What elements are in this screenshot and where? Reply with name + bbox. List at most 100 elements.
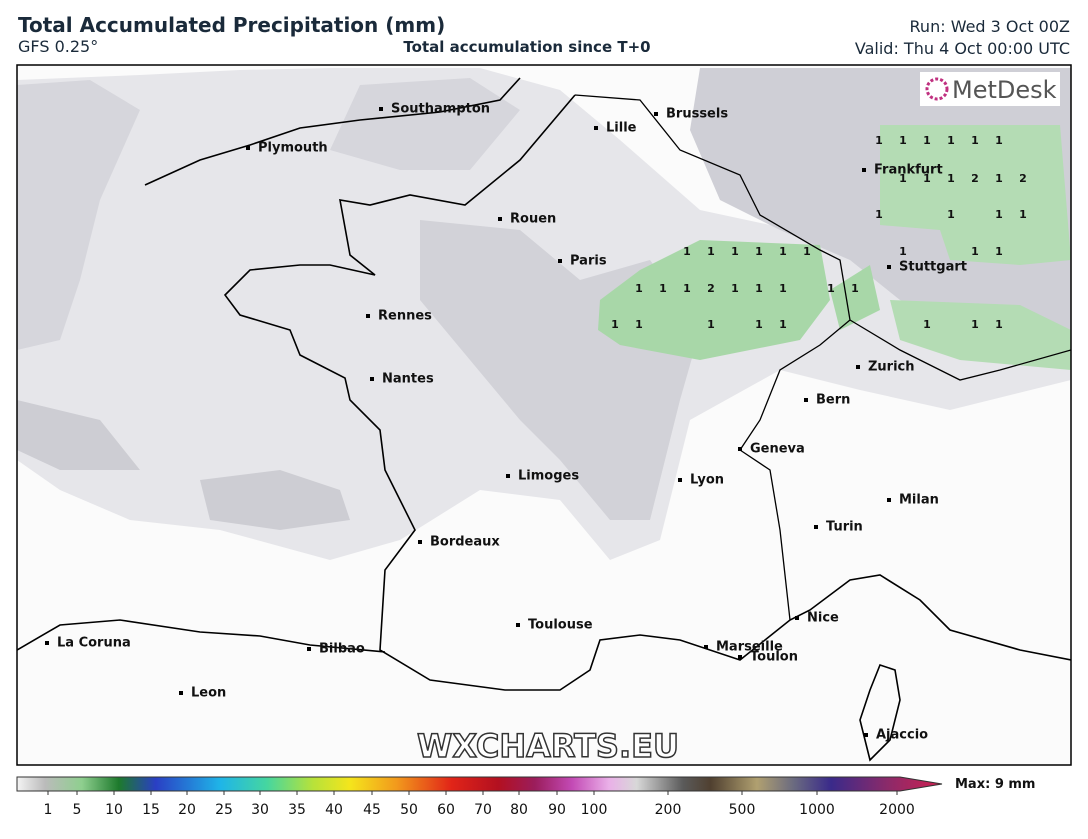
valid: Valid: Thu 4 Oct 00:00 UTC — [855, 39, 1070, 58]
colorbar-tick-label: 30 — [251, 802, 269, 818]
city-marker — [594, 126, 598, 130]
colorbar-tick-label: 40 — [325, 802, 343, 818]
colorbar-tick-label: 35 — [288, 802, 306, 818]
city-label: Turin — [826, 520, 863, 535]
city-marker — [179, 691, 183, 695]
city-label: Paris — [570, 254, 607, 269]
city-marker — [516, 623, 520, 627]
run: Run: Wed 3 Oct 00Z — [910, 17, 1071, 36]
colorbar-tick-label: 60 — [437, 802, 455, 818]
precip-value: 1 — [995, 208, 1003, 221]
map — [17, 65, 1071, 765]
precip-value: 1 — [995, 245, 1003, 258]
precip-value: 1 — [659, 282, 667, 295]
city-label: Geneva — [750, 442, 805, 457]
city-label: Nice — [807, 611, 839, 626]
city-marker — [795, 616, 799, 620]
city-label: Toulon — [750, 650, 798, 665]
city-label: Rouen — [510, 212, 556, 227]
logo-box — [920, 72, 1060, 106]
city-label: Toulouse — [528, 618, 593, 633]
city-label: Limoges — [518, 469, 579, 484]
precip-value: 1 — [899, 172, 907, 185]
city-marker — [418, 540, 422, 544]
colorbar-tick-label: 70 — [474, 802, 492, 818]
precip-value: 1 — [995, 134, 1003, 147]
precip-value: 1 — [755, 245, 763, 258]
city-label: Bilbao — [319, 642, 365, 657]
colorbar-tick-label: 90 — [548, 802, 566, 818]
precip-value: 1 — [923, 318, 931, 331]
city-marker — [498, 217, 502, 221]
precip-value: 1 — [707, 318, 715, 331]
precip-value: 1 — [851, 282, 859, 295]
precip-value: 1 — [731, 245, 739, 258]
city-label: Brussels — [666, 107, 728, 122]
precip-value: 1 — [875, 208, 883, 221]
city-label: Zurich — [868, 360, 915, 375]
city-marker — [370, 377, 374, 381]
city-marker — [887, 498, 891, 502]
city-marker — [366, 314, 370, 318]
precip-value: 1 — [755, 282, 763, 295]
precip-value: 2 — [707, 282, 715, 295]
colorbar-tick-label: 1000 — [799, 802, 835, 818]
colorbar — [16, 776, 943, 792]
max-label: Max: 9 mm — [955, 777, 1035, 792]
city-marker — [887, 265, 891, 269]
precip-value: 1 — [779, 318, 787, 331]
city-marker — [738, 655, 742, 659]
precip-value: 1 — [803, 245, 811, 258]
city-label: Plymouth — [258, 141, 328, 156]
colorbar-tick-label: 2000 — [879, 802, 915, 818]
precip-value: 1 — [827, 282, 835, 295]
city-marker — [506, 474, 510, 478]
logo-icon — [925, 77, 949, 101]
precip-value: 1 — [899, 134, 907, 147]
map-frame — [16, 64, 1072, 766]
city-marker — [678, 478, 682, 482]
colorbar-tick-label: 20 — [178, 802, 196, 818]
city-marker — [864, 733, 868, 737]
precip-value: 1 — [947, 134, 955, 147]
colorbar-tick-label: 80 — [510, 802, 528, 818]
colorbar-tick-label: 200 — [655, 802, 682, 818]
model: GFS 0.25° — [18, 37, 98, 56]
precip-value: 1 — [947, 208, 955, 221]
precip-value: 1 — [779, 245, 787, 258]
city-label: Stuttgart — [899, 260, 967, 275]
precip-value: 1 — [635, 318, 643, 331]
colorbar-tick-label: 25 — [215, 802, 233, 818]
colorbar-tick-label: 100 — [581, 802, 608, 818]
precip-value: 1 — [995, 172, 1003, 185]
city-marker — [862, 168, 866, 172]
title: Total Accumulated Precipitation (mm) — [18, 13, 445, 37]
colorbar-tick-label: 1 — [44, 802, 53, 818]
city-marker — [45, 641, 49, 645]
subtitle: Total accumulation since T+0 — [403, 38, 650, 56]
city-label: Ajaccio — [876, 728, 928, 743]
city-label: Milan — [899, 493, 939, 508]
city-label: Lille — [606, 121, 637, 136]
precip-value: 1 — [947, 172, 955, 185]
city-marker — [804, 398, 808, 402]
city-marker — [738, 447, 742, 451]
city-marker — [558, 259, 562, 263]
precip-value: 1 — [923, 172, 931, 185]
precip-value: 2 — [971, 172, 979, 185]
city-marker — [307, 647, 311, 651]
city-marker — [246, 146, 250, 150]
city-label: Marseille — [716, 640, 783, 655]
precip-value: 1 — [923, 134, 931, 147]
precip-value: 1 — [995, 318, 1003, 331]
colorbar-tick-label: 5 — [73, 802, 82, 818]
precip-value: 1 — [707, 245, 715, 258]
precip-value: 1 — [755, 318, 763, 331]
precip-value: 2 — [1019, 172, 1027, 185]
precip-value: 1 — [731, 282, 739, 295]
city-marker — [379, 107, 383, 111]
precip-value: 1 — [683, 282, 691, 295]
precip-value: 1 — [971, 134, 979, 147]
precip-value: 1 — [875, 134, 883, 147]
